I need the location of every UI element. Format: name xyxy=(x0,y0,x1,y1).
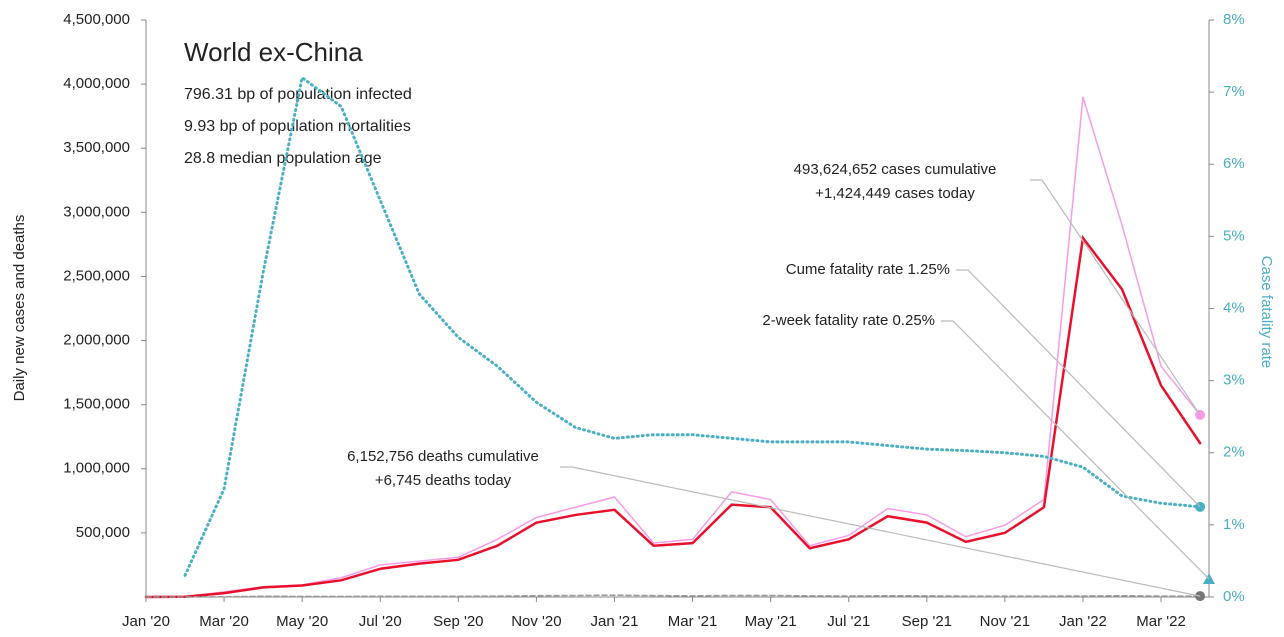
y2-tick-label: 2% xyxy=(1223,444,1245,461)
y-tick-label: 1,500,000 xyxy=(63,396,130,413)
annotation: 6,152,756 deaths cumulative xyxy=(347,448,539,465)
x-tick-label: May '20 xyxy=(276,613,328,630)
x-tick-label: Sep '20 xyxy=(433,613,483,630)
series-line xyxy=(144,234,1202,599)
annotation: Cume fatality rate 1.25% xyxy=(786,261,950,278)
y2-tick-label: 5% xyxy=(1223,227,1245,244)
leader-line xyxy=(560,466,1201,597)
x-tick-label: Nov '21 xyxy=(980,613,1030,630)
annotation: 2-week fatality rate 0.25% xyxy=(762,312,935,329)
y-tick-label: 1,000,000 xyxy=(63,460,130,477)
y-axis-label: Daily new cases and deaths xyxy=(11,215,28,402)
stat-line: 9.93 bp of population mortalities xyxy=(184,118,411,135)
x-tick-label: Mar '22 xyxy=(1136,613,1186,630)
y-tick-label: 4,500,000 xyxy=(63,11,130,28)
y-tick-label: 500,000 xyxy=(76,524,130,541)
x-tick-label: Sep '21 xyxy=(902,613,952,630)
x-tick-label: Jan '21 xyxy=(591,613,639,630)
x-tick-label: May '21 xyxy=(745,613,797,630)
y-tick-label: 4,000,000 xyxy=(63,75,130,92)
y2-tick-label: 8% xyxy=(1223,11,1245,28)
y2-tick-label: 0% xyxy=(1223,588,1245,605)
y2-tick-label: 6% xyxy=(1223,155,1245,172)
series-line xyxy=(183,75,1202,577)
chart-title: World ex-China xyxy=(184,37,363,67)
y-tick-label: 2,000,000 xyxy=(63,332,130,349)
leader-line xyxy=(941,320,1210,580)
y2-axis-label: Case fatality rate xyxy=(1258,256,1275,369)
y2-tick-label: 7% xyxy=(1223,83,1245,100)
stat-line: 28.8 median population age xyxy=(184,150,382,167)
y-tick-label: 3,000,000 xyxy=(63,203,130,220)
annotation: 493,624,652 cases cumulative xyxy=(794,161,997,178)
annotation: +1,424,449 cases today xyxy=(815,185,975,202)
leader-line xyxy=(1030,179,1201,416)
y-tick-label: 3,500,000 xyxy=(63,139,130,156)
series-line xyxy=(145,594,1201,598)
x-tick-label: Jul '20 xyxy=(359,613,402,630)
y-tick-label: 2,500,000 xyxy=(63,267,130,284)
x-tick-label: Jan '22 xyxy=(1059,613,1107,630)
x-tick-label: Mar '21 xyxy=(668,613,718,630)
leader-line xyxy=(956,269,1201,508)
annotation: +6,745 deaths today xyxy=(375,472,512,489)
y2-tick-label: 3% xyxy=(1223,372,1245,389)
y2-tick-label: 4% xyxy=(1223,299,1245,316)
x-tick-label: Mar '20 xyxy=(199,613,249,630)
series-line xyxy=(145,96,1201,598)
y2-tick-label: 1% xyxy=(1223,516,1245,533)
x-tick-label: Nov '20 xyxy=(511,613,561,630)
x-tick-label: Jul '21 xyxy=(827,613,870,630)
x-tick-label: Jan '20 xyxy=(122,613,170,630)
